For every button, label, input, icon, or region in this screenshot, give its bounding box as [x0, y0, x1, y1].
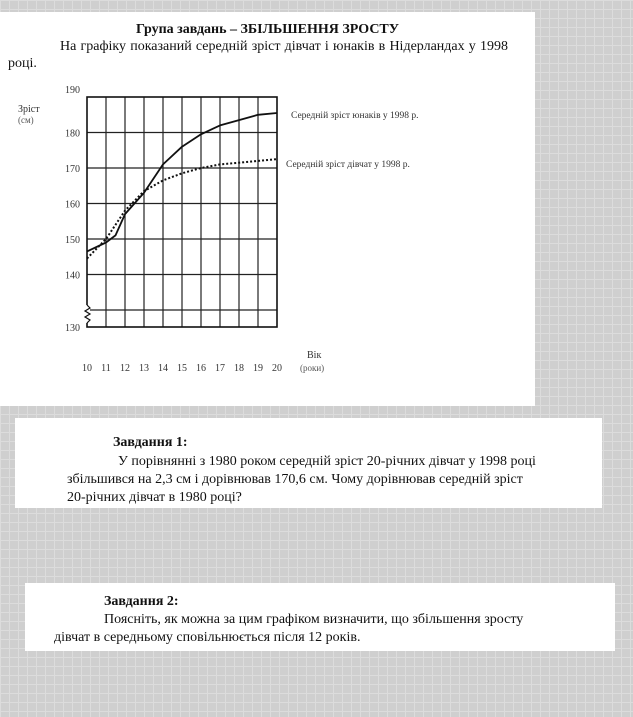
axis-break-mask — [84, 305, 90, 323]
chart-panel: Група завдань – ЗБІЛЬШЕННЯ ЗРОСТУ На гра… — [0, 12, 535, 406]
y-tick-label: 180 — [65, 129, 80, 140]
x-tick-label: 11 — [101, 363, 111, 374]
x-tick-label: 14 — [158, 363, 168, 374]
x-tick-label: 17 — [215, 363, 225, 374]
task-1-line: У порівнянні з 1980 роком середній зріст… — [118, 454, 536, 469]
x-tick-label: 18 — [234, 363, 244, 374]
y-tick-label: 160 — [65, 200, 80, 211]
page-title: Група завдань – ЗБІЛЬШЕННЯ ЗРОСТУ — [135, 22, 400, 37]
series-label: Середній зріст дівчат у 1998 р. — [286, 159, 410, 170]
task-1-line: 20-річних дівчат в 1980 році? — [67, 490, 242, 505]
x-tick-label: 15 — [177, 363, 187, 374]
y-tick-label: 170 — [65, 164, 80, 175]
series-label: Середній зріст юнаків у 1998 р. — [291, 110, 419, 121]
x-tick-label: 12 — [120, 363, 130, 374]
y-tick-label: 190 — [65, 85, 80, 96]
x-tick-label: 20 — [272, 363, 282, 374]
x-axis-unit: (роки) — [300, 363, 324, 373]
x-tick-label: 16 — [196, 363, 206, 374]
x-tick-label: 19 — [253, 363, 263, 374]
y-axis-label: Зріст — [18, 104, 40, 115]
task-1-line: збільшився на 2,3 см і дорівнював 170,6 … — [67, 472, 523, 487]
series-line-boys — [86, 112, 278, 253]
y-axis-unit: (см) — [18, 115, 34, 125]
task-2-line: дівчат в середньому сповільнюється після… — [54, 630, 361, 645]
plot-frame — [86, 96, 278, 328]
y-tick-label: 130 — [65, 323, 80, 334]
intro-text: На графіку показаний середній зріст дівч… — [8, 39, 508, 71]
task-2-heading: Завдання 2: — [104, 594, 179, 609]
task-2-panel: Завдання 2: Поясніть, як можна за цим гр… — [25, 583, 615, 651]
x-tick-label: 10 — [82, 363, 92, 374]
task-1-panel: Завдання 1: У порівнянні з 1980 роком се… — [15, 418, 602, 508]
x-tick-label: 13 — [139, 363, 149, 374]
height-chart: 190 180 170 160 150 140 130 10 11 12 13 14 15 16 17 18 1… — [18, 85, 419, 374]
y-tick-label: 150 — [65, 235, 80, 246]
axis-break-icon — [83, 304, 92, 324]
task-1-heading: Завдання 1: — [113, 435, 188, 450]
y-tick-label: 140 — [65, 271, 80, 282]
task-2-line: Поясніть, як можна за цим графіком визна… — [104, 612, 524, 627]
x-axis-label: Вік — [307, 350, 321, 361]
